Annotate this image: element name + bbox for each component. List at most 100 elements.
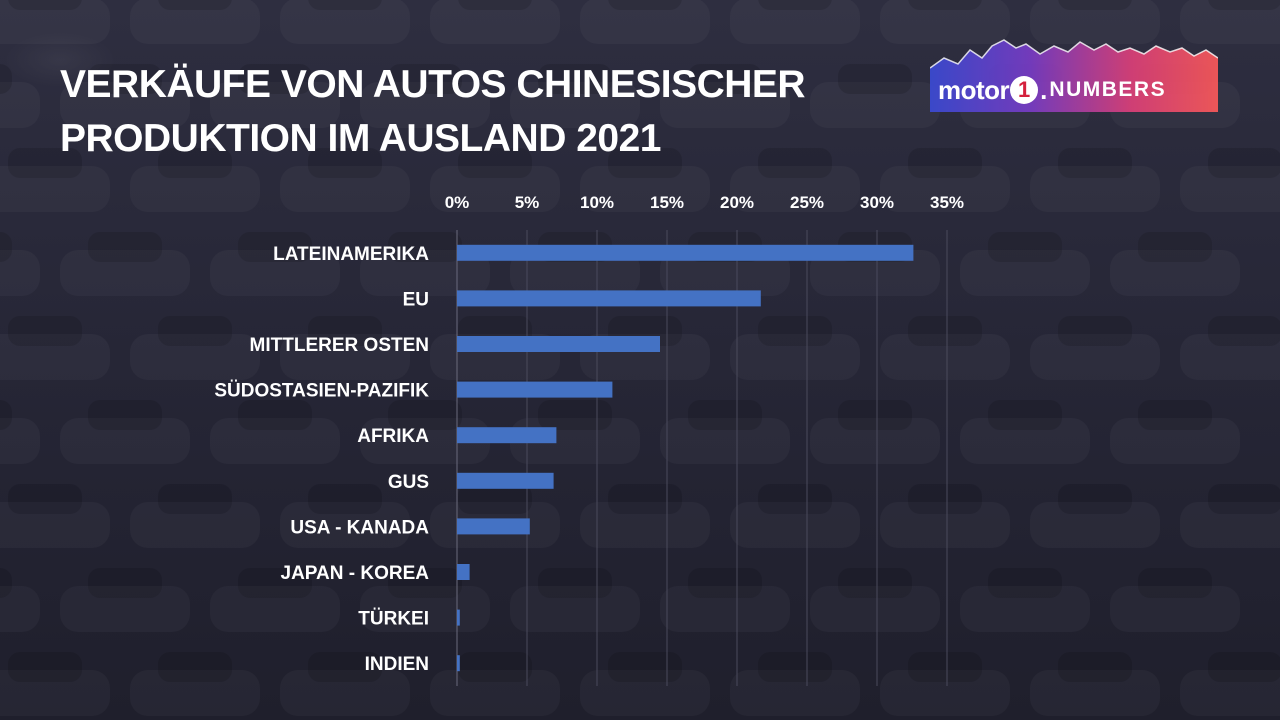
background-car-window: [388, 568, 462, 598]
bar: [457, 381, 613, 398]
background-car-window: [908, 316, 982, 346]
logo-wordmark: motor 1 . NUMBERS: [938, 74, 1166, 106]
background-car-window: [458, 484, 532, 514]
background-car-window: [608, 484, 682, 514]
background-car-window: [388, 232, 462, 262]
background-car-window: [688, 400, 762, 430]
background-car-window: [238, 568, 312, 598]
x-tick-label: 20%: [720, 193, 754, 212]
logo-numbers-text: NUMBERS: [1049, 78, 1167, 101]
background-car-window: [458, 148, 532, 178]
bar: [457, 609, 460, 626]
background-car-window: [758, 148, 832, 178]
background-car-window: [308, 652, 382, 682]
category-label: EU: [403, 289, 429, 310]
background-car-window: [1058, 652, 1132, 682]
background-car-window: [0, 400, 12, 430]
category-labels: LATEINAMERIKA EU MITTLERER OSTEN SÜDOSTASIE…: [214, 244, 429, 675]
background-car-window: [1058, 0, 1132, 10]
background-car-window: [1208, 0, 1280, 10]
background-car-window: [458, 0, 532, 10]
background-car-window: [758, 0, 832, 10]
background-car-window: [608, 0, 682, 10]
logo-dot: .: [1040, 74, 1048, 105]
background-car-window: [908, 0, 982, 10]
category-label: TÜRKEI: [358, 609, 429, 630]
category-label: JAPAN - KOREA: [281, 563, 430, 584]
chart-title-line-2: PRODUKTION IM AUSLAND 2021: [60, 117, 661, 160]
category-label: SÜDOSTASIEN-PAZIFIK: [214, 381, 429, 402]
background-car-window: [458, 652, 532, 682]
background-car-window: [308, 484, 382, 514]
background-car-window: [8, 148, 82, 178]
x-tick-label: 10%: [580, 193, 614, 212]
background-car-window: [308, 316, 382, 346]
background-car-window: [608, 652, 682, 682]
background-car-window: [88, 232, 162, 262]
bars: [457, 244, 914, 672]
category-label: AFRIKA: [357, 426, 429, 447]
background-car-window: [908, 652, 982, 682]
background-car-window: [0, 232, 12, 262]
logo-motor-text: motor: [938, 74, 1010, 105]
background-car-window: [8, 484, 82, 514]
background-car-window: [308, 148, 382, 178]
background-car-window: [388, 64, 462, 94]
background-car-window: [1058, 316, 1132, 346]
background-car-window: [1058, 148, 1132, 178]
background-car-window: [538, 400, 612, 430]
background-car-window: [908, 148, 982, 178]
category-label: LATEINAMERIKA: [273, 244, 429, 265]
background-car-window: [688, 568, 762, 598]
background-car-window: [158, 652, 232, 682]
background-car-window: [158, 316, 232, 346]
category-label: USA - KANADA: [290, 517, 429, 538]
category-label: MITTLERER OSTEN: [250, 335, 429, 356]
background-car-window: [758, 484, 832, 514]
background-car-window: [538, 64, 612, 94]
bar: [457, 427, 557, 444]
bar: [457, 472, 554, 489]
bar: [457, 336, 660, 352]
x-tick-label: 25%: [790, 193, 824, 212]
background-car-window: [838, 64, 912, 94]
background-car-window: [238, 232, 312, 262]
bar: [457, 564, 470, 580]
background-car-window: [988, 232, 1062, 262]
background-car-window: [1208, 652, 1280, 682]
background-car-window: [8, 652, 82, 682]
background-car-window: [238, 400, 312, 430]
bar: [457, 290, 761, 307]
background-car-window: [688, 64, 762, 94]
background-car-window: [538, 568, 612, 598]
background-car-window: [838, 568, 912, 598]
background-car-window: [1208, 484, 1280, 514]
background-car-window: [158, 484, 232, 514]
chart-title: VERKÄUFE VON AUTOS CHINESISCHER PRODUKTI…: [60, 58, 920, 166]
background-car-window: [758, 652, 832, 682]
background-car-window: [158, 0, 232, 10]
background-car-window: [388, 400, 462, 430]
mountain-graphic-icon: [929, 39, 1219, 112]
background-car-window: [8, 0, 82, 10]
background-car-window: [88, 400, 162, 430]
background-car-window: [1138, 568, 1212, 598]
background-car-window: [238, 64, 312, 94]
background-car-window: [88, 568, 162, 598]
background-car-window: [1138, 400, 1212, 430]
chart-title-line-1: VERKÄUFE VON AUTOS CHINESISCHER: [60, 63, 806, 106]
background-car-window: [8, 316, 82, 346]
background-car-window: [758, 316, 832, 346]
background-car-window: [1208, 148, 1280, 178]
background-car-window: [88, 64, 162, 94]
background-car-window: [1208, 316, 1280, 346]
background-car-window: [838, 400, 912, 430]
background-car-window: [608, 148, 682, 178]
x-tick-label: 30%: [860, 193, 894, 212]
category-label: GUS: [388, 472, 429, 493]
category-label: INDIEN: [365, 654, 429, 675]
bar: [457, 244, 914, 261]
